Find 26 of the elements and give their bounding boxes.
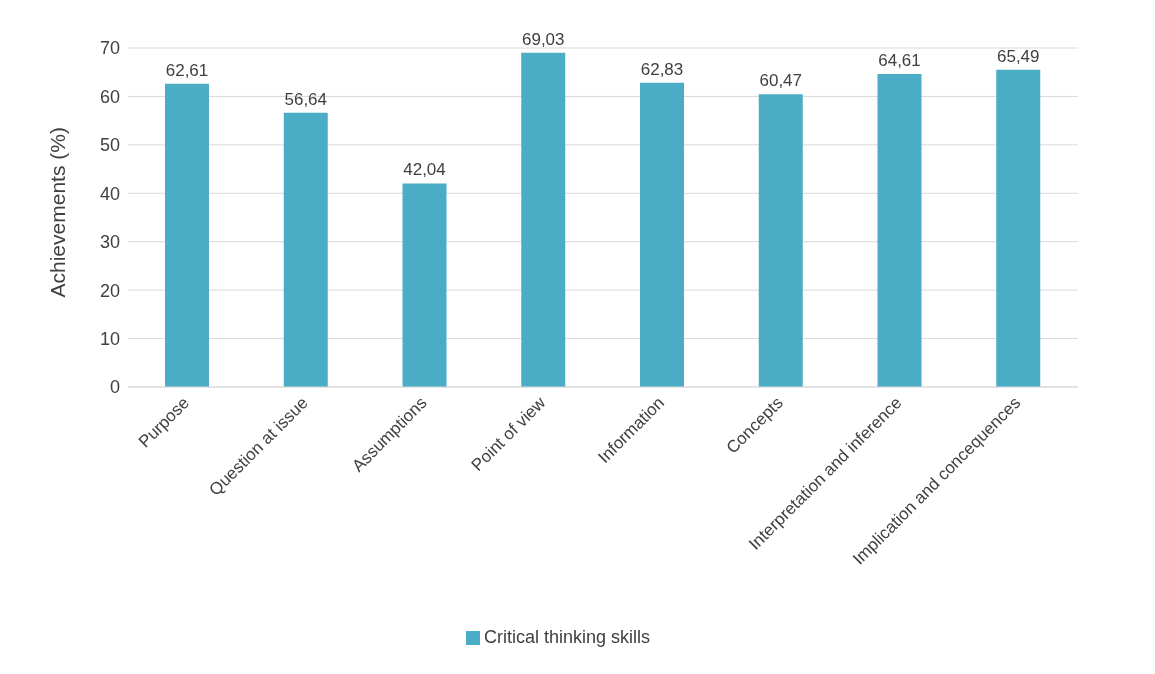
data-label: 42,04 — [403, 160, 446, 180]
data-label: 62,83 — [640, 59, 684, 79]
data-label: 65,49 — [996, 46, 1040, 66]
bar — [758, 94, 803, 387]
y-tick-label: 30 — [99, 232, 120, 253]
y-tick-label: 0 — [109, 377, 120, 398]
bar — [877, 74, 922, 387]
data-label: 62,61 — [165, 60, 209, 80]
y-axis-title: Achievements (%) — [46, 127, 70, 298]
y-tick-label: 10 — [99, 328, 120, 349]
data-label: 64,61 — [878, 51, 921, 71]
bar — [283, 112, 328, 387]
bar — [521, 52, 566, 387]
legend-label: Critical thinking skills — [483, 627, 651, 647]
data-label: 56,64 — [284, 89, 328, 109]
y-tick-label: 40 — [99, 183, 120, 204]
y-tick-label: 60 — [99, 86, 120, 107]
bar — [996, 69, 1041, 387]
y-tick-label: 50 — [99, 135, 120, 156]
bar — [165, 83, 209, 387]
y-tick-label: 20 — [99, 280, 120, 301]
y-tick-label: 70 — [99, 38, 120, 59]
data-label: 60,47 — [759, 71, 803, 91]
bar — [640, 82, 684, 387]
data-label: 69,03 — [521, 29, 565, 49]
bar — [402, 183, 447, 387]
